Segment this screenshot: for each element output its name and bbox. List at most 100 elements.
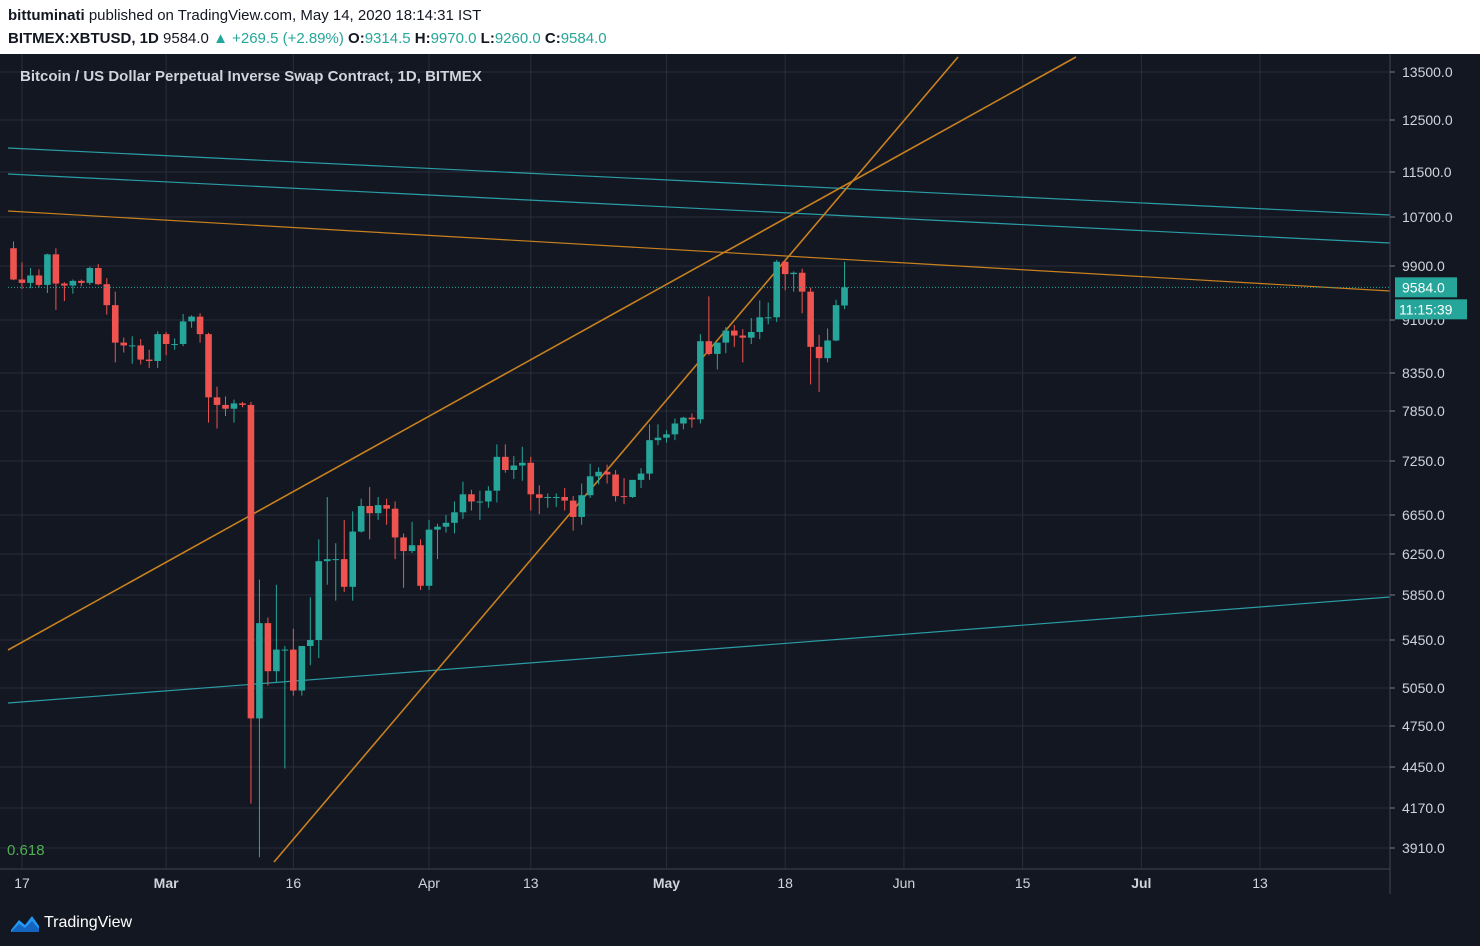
candle[interactable] — [824, 328, 831, 363]
candle[interactable] — [374, 497, 382, 520]
candle[interactable] — [298, 646, 306, 696]
candle[interactable] — [111, 291, 119, 363]
candle[interactable] — [205, 332, 212, 423]
trendline-teal-lower[interactable] — [7, 596, 1391, 704]
candle[interactable] — [764, 302, 772, 325]
candle[interactable] — [425, 519, 433, 590]
candle[interactable] — [841, 261, 848, 310]
candle[interactable] — [408, 521, 416, 554]
candle[interactable] — [807, 287, 814, 385]
candle[interactable] — [103, 278, 111, 315]
candle[interactable] — [468, 489, 475, 511]
candle[interactable] — [535, 485, 543, 515]
candle[interactable] — [586, 463, 594, 498]
candle[interactable] — [137, 339, 144, 365]
candle[interactable] — [595, 467, 602, 485]
candle[interactable] — [239, 401, 246, 408]
candle[interactable] — [485, 486, 492, 508]
candle[interactable] — [705, 296, 713, 356]
candle[interactable] — [315, 539, 323, 658]
trendline-teal-middle[interactable] — [7, 173, 1391, 244]
candle[interactable] — [459, 481, 467, 519]
candle[interactable] — [52, 248, 60, 310]
candle[interactable] — [544, 493, 552, 508]
candle[interactable] — [756, 300, 764, 340]
chart-area[interactable]: Bitcoin / US Dollar Perpetual Inverse Sw… — [0, 54, 1480, 894]
candle[interactable] — [739, 329, 747, 363]
candle[interactable] — [61, 282, 68, 302]
candle[interactable] — [247, 401, 255, 804]
candle[interactable] — [323, 497, 331, 585]
candle[interactable] — [10, 241, 17, 281]
symbol-label[interactable]: BITMEX:XBTUSD, 1D — [8, 30, 159, 47]
candle[interactable] — [162, 332, 170, 356]
candle[interactable] — [171, 338, 178, 350]
candle[interactable] — [451, 501, 458, 534]
candle[interactable] — [264, 617, 272, 686]
publisher-name[interactable]: bittuminati — [8, 7, 85, 24]
trendline-orange-descending[interactable] — [7, 210, 1391, 292]
candle[interactable] — [273, 584, 280, 682]
candle[interactable] — [281, 646, 289, 769]
candle[interactable] — [366, 487, 373, 540]
candle[interactable] — [145, 349, 153, 369]
candle[interactable] — [154, 331, 161, 369]
candle[interactable] — [357, 498, 365, 533]
candle[interactable] — [476, 490, 484, 520]
candle[interactable] — [230, 399, 238, 423]
candle[interactable] — [815, 334, 823, 392]
candle[interactable] — [179, 313, 187, 347]
trendlines[interactable] — [7, 56, 1391, 863]
candle[interactable] — [502, 444, 509, 473]
candle[interactable] — [69, 279, 77, 294]
candle[interactable] — [790, 271, 797, 292]
candle[interactable] — [680, 416, 687, 430]
trendline-orange-channel-bottom[interactable] — [273, 56, 959, 863]
candle[interactable] — [519, 446, 526, 481]
candle[interactable] — [578, 483, 585, 525]
candle[interactable] — [569, 496, 577, 531]
candle[interactable] — [714, 342, 721, 370]
candle[interactable] — [493, 444, 501, 503]
candle[interactable] — [781, 260, 789, 291]
candle[interactable] — [222, 396, 229, 416]
candle[interactable] — [27, 268, 34, 289]
tradingview-logo[interactable]: TradingView — [10, 913, 132, 933]
candle[interactable] — [383, 498, 390, 525]
candle[interactable] — [307, 597, 314, 666]
candle[interactable] — [86, 266, 94, 285]
trendline-teal-upper[interactable] — [7, 147, 1391, 216]
candle[interactable] — [552, 493, 560, 507]
candle[interactable] — [603, 464, 611, 484]
candle[interactable] — [663, 430, 670, 443]
candle[interactable] — [620, 478, 628, 505]
candle[interactable] — [434, 523, 441, 560]
candle[interactable] — [256, 579, 263, 858]
candle[interactable] — [400, 533, 407, 588]
trendline-orange-channel-top[interactable] — [7, 56, 1077, 651]
candle[interactable] — [332, 543, 340, 601]
candle[interactable] — [78, 279, 85, 287]
candle[interactable] — [646, 424, 653, 480]
candle[interactable] — [654, 424, 662, 446]
candle[interactable] — [697, 334, 704, 424]
price-chart[interactable]: Bitcoin / US Dollar Perpetual Inverse Sw… — [0, 54, 1480, 894]
candle[interactable] — [391, 501, 399, 560]
candle[interactable] — [18, 262, 26, 289]
candle[interactable] — [671, 418, 679, 441]
candle[interactable] — [722, 327, 730, 354]
candle[interactable] — [561, 488, 568, 511]
candle[interactable] — [442, 515, 450, 533]
candle[interactable] — [417, 539, 424, 590]
candle[interactable] — [128, 336, 136, 364]
candle[interactable] — [688, 413, 696, 428]
candles[interactable] — [10, 241, 848, 858]
candle[interactable] — [731, 324, 738, 347]
candle[interactable] — [44, 253, 51, 293]
candle[interactable] — [95, 264, 102, 285]
candle[interactable] — [832, 299, 840, 342]
candle[interactable] — [213, 386, 221, 429]
candle[interactable] — [629, 479, 636, 498]
candle[interactable] — [290, 628, 297, 696]
candle[interactable] — [35, 269, 43, 288]
